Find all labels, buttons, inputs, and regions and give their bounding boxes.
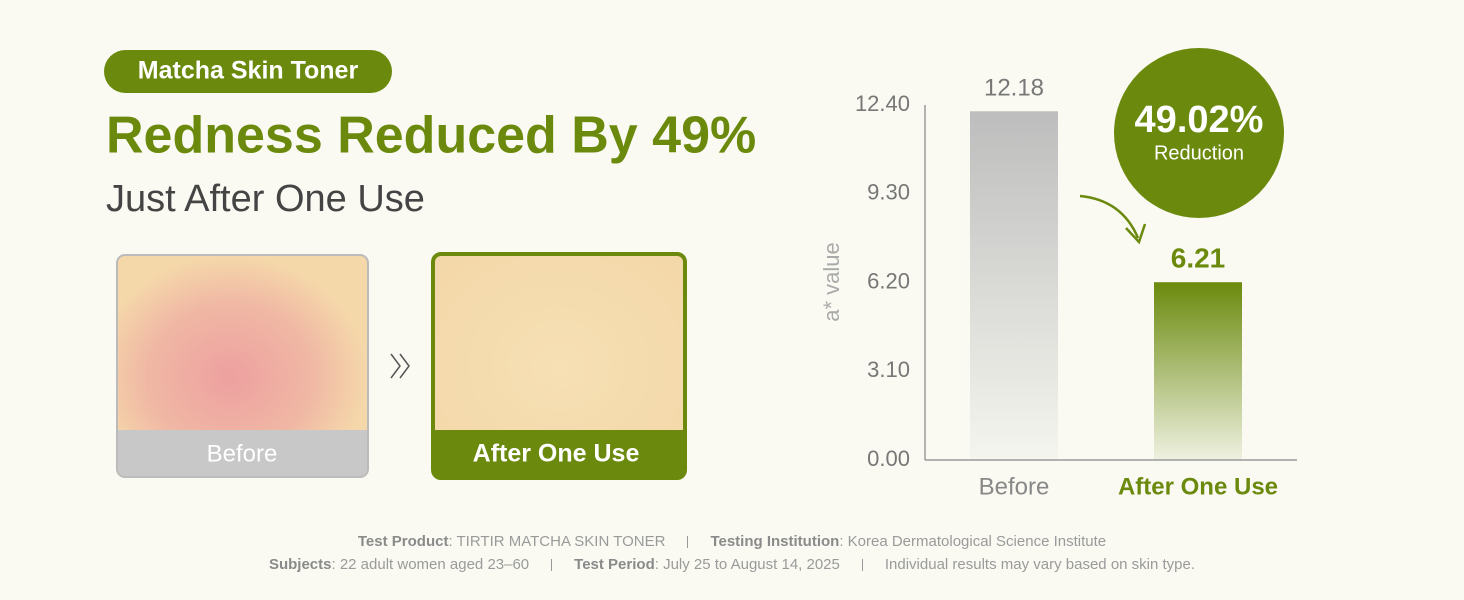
footnote-text: : TIRTIR MATCHA SKIN TONER <box>448 533 666 550</box>
y-tick-label: 6.20 <box>867 268 910 293</box>
y-tick-label: 12.40 <box>855 91 910 116</box>
y-tick-label: 3.10 <box>867 357 910 382</box>
bar-chart: a* value 0.00 3.10 6.20 9.30 12.40 12.18 Befor… <box>819 75 1297 500</box>
footnote-label: Test Product <box>357 533 449 550</box>
x-tick-label: After One Use <box>1118 473 1278 500</box>
arrow-head <box>1125 223 1147 245</box>
footnote-text: : 22 adult women aged 23–60 <box>331 556 530 573</box>
footnote-text: Individual results may vary based on ski… <box>884 556 1196 573</box>
callout-circle <box>1114 48 1284 218</box>
y-tick-label: 9.30 <box>867 180 910 205</box>
after-photo: After One Use <box>431 252 687 480</box>
footnote-line: Test Product: TIRTIR MATCHA SKIN TONER Te… <box>0 530 1464 553</box>
footnote-label: Subjects <box>268 556 332 573</box>
value-label: 6.21 <box>1171 243 1226 274</box>
callout-label: Reduction <box>1154 142 1244 164</box>
bar <box>970 111 1058 460</box>
badge <box>104 50 392 93</box>
x-tick-label: Before <box>979 473 1050 500</box>
before-label: Before <box>207 440 278 467</box>
footnote-text: : July 25 to August 14, 2025 <box>654 556 840 573</box>
y-tick-label: 0.00 <box>867 446 910 471</box>
headline: Redness Reduced By 49% <box>106 107 756 165</box>
bar <box>1154 282 1242 460</box>
badge-text: Matcha Skin Toner <box>138 57 359 85</box>
footnote-label: Testing Institution <box>710 533 840 550</box>
footnote-label: Test Period <box>574 556 655 573</box>
separator <box>687 536 689 549</box>
chevron <box>390 353 410 379</box>
separator <box>861 559 863 572</box>
subheadline: Just After One Use <box>106 178 425 220</box>
footnote-text: : Korea Dermatological Science Institute <box>839 533 1107 550</box>
callout-value: 49.02% <box>1135 99 1264 141</box>
footnote-line: Subjects: 22 adult women aged 23–60 Test … <box>0 553 1464 576</box>
after-label: After One Use <box>473 440 640 468</box>
y-axis-label: a* value <box>819 242 844 322</box>
before-photo: Before <box>116 254 369 478</box>
separator <box>551 559 553 572</box>
footnote: Test Product: TIRTIR MATCHA SKIN TONER Te… <box>0 530 1464 576</box>
value-label: 12.18 <box>984 75 1044 102</box>
arrow <box>1079 194 1140 239</box>
